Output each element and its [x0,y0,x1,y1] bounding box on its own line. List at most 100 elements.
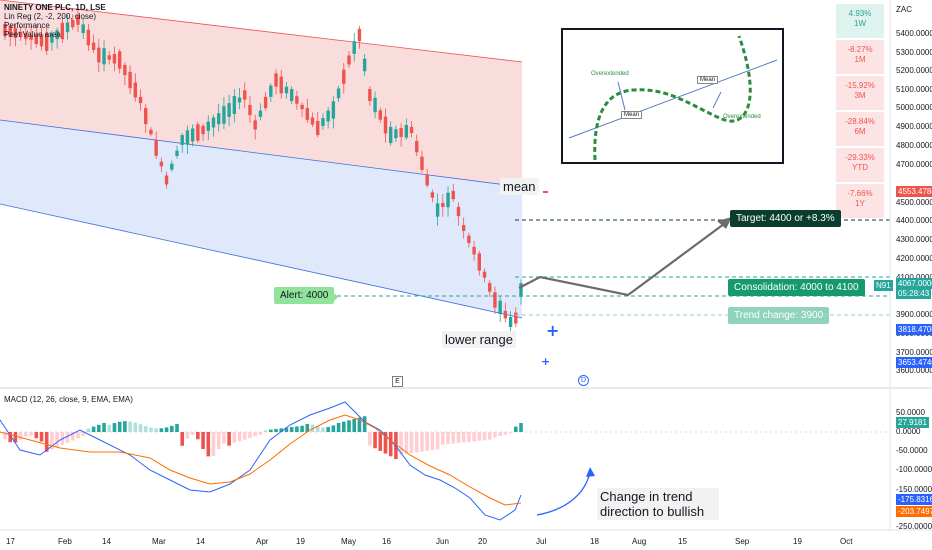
macd-histogram-bar [29,432,33,436]
macd-histogram-bar [91,426,96,432]
linreg-indicator[interactable]: Lin Reg (2, -2, 200, close) [4,12,97,21]
inset-arrow-right [712,91,722,109]
macd-line [0,401,522,521]
time-axis-label: 20 [478,537,487,546]
time-axis-label: May [341,537,357,546]
time-axis-label: Aug [632,537,647,546]
performance-value: -8.27% [847,45,873,54]
candle-body [164,175,169,185]
macd-histogram-bar [414,432,419,453]
macd-histogram-bar [8,432,13,443]
candle-body [263,96,268,109]
candle-body [342,69,346,84]
performance-cell: -15.92% 3M [836,76,884,110]
candle-body [368,89,372,101]
inset-label-overextended-right: Overextended [723,114,761,120]
candle-body [274,73,278,87]
candle-body [133,82,138,98]
macd-legend[interactable]: MACD (12, 26, close, 9, EMA, EMA) [4,395,133,404]
lower-range-label[interactable]: lower range [442,331,516,348]
macd-histogram-bar [128,421,132,432]
candle-body [383,116,388,134]
macd-histogram-bar [279,428,284,432]
candle-body [71,20,75,28]
macd-histogram-bar [435,432,440,450]
macd-histogram-bar [321,427,325,432]
macd-histogram [3,416,523,459]
event-d-marker[interactable]: D [578,375,589,386]
candle-body [425,174,429,186]
mean-label[interactable]: mean [500,178,539,195]
candle-body [269,85,273,97]
price-axis-label: 4900.0000 [896,122,932,131]
price-axis-label: 3600.0000 [896,366,932,375]
candle-body [472,246,476,255]
candle-body [310,117,315,125]
alert-tag[interactable]: Alert: 4000 [274,287,335,304]
macd-badge-signal: -203.7497 [896,506,932,517]
candle-body [81,24,85,34]
consolidation-tag[interactable]: Consolidation: 4000 to 4100 [728,279,865,296]
candle-body [243,90,247,100]
price-badge-current: 4067.0000 [896,278,932,289]
macd-histogram-bar [216,432,221,450]
candle-body [477,253,482,271]
trend-change-note[interactable]: Change in trend direction to bullish [597,488,719,520]
macd-histogram-bar [76,432,80,439]
price-axis-label: 3700.0000 [896,348,932,357]
trend-change-tag[interactable]: Trend change: 3900 [728,307,830,324]
macd-histogram-bar [81,432,85,437]
macd-histogram-bar [487,432,492,440]
candle-body [91,42,96,50]
peet-indicator[interactable]: Peet Value area [4,30,61,39]
candle-body [24,32,28,40]
performance-cell: -7.66% 1Y [836,184,884,218]
performance-indicator[interactable]: Performance [4,21,50,30]
macd-histogram-bar [175,424,179,432]
macd-histogram-bar [196,432,200,440]
candle-body [461,224,466,232]
macd-histogram-bar [284,427,289,432]
candle-body [170,163,174,170]
candle-body [493,292,497,308]
macd-histogram-bar [138,424,143,432]
candle-body [107,55,111,60]
time-axis-label: 17 [6,537,15,546]
macd-histogram-bar [232,432,237,443]
performance-period: 6M [854,127,866,136]
target-tag[interactable]: Target: 4400 or +8.3% [730,210,841,227]
candle-body [222,106,226,124]
performance-value: -15.92% [845,81,875,90]
macd-histogram-bar [65,432,70,443]
time-axis-label: Sep [735,537,750,546]
macd-histogram-bar [409,432,414,454]
candle-body [498,300,502,315]
currency-label: ZAC [896,5,912,14]
plus-marker-large: + [546,321,559,340]
macd-histogram-bar [368,432,372,446]
macd-histogram-bar [123,421,127,432]
event-e-marker[interactable]: E [392,376,403,387]
time-axis-label: 18 [590,537,599,546]
symbol-title[interactable]: NINETY ONE PLC, 1D, LSE [4,3,106,12]
macd-histogram-bar [341,421,346,432]
macd-histogram-bar [149,427,153,432]
candle-body [435,203,440,217]
performance-period: 1W [854,19,866,28]
time-axis-label: Mar [152,537,166,546]
candle-body [112,53,117,64]
candle-body [34,33,38,45]
macd-histogram-bar [133,422,138,432]
bullish-curve-arrow [536,471,591,516]
candle-body [201,125,205,135]
mean-reversion-inset: Overextended Mean Mean Overextended [561,28,784,164]
candle-body [321,118,325,126]
macd-histogram-bar [159,428,164,432]
macd-histogram-bar [498,432,502,437]
macd-histogram-bar [326,427,330,432]
macd-histogram-bar [399,432,403,455]
candle-body [519,283,523,297]
